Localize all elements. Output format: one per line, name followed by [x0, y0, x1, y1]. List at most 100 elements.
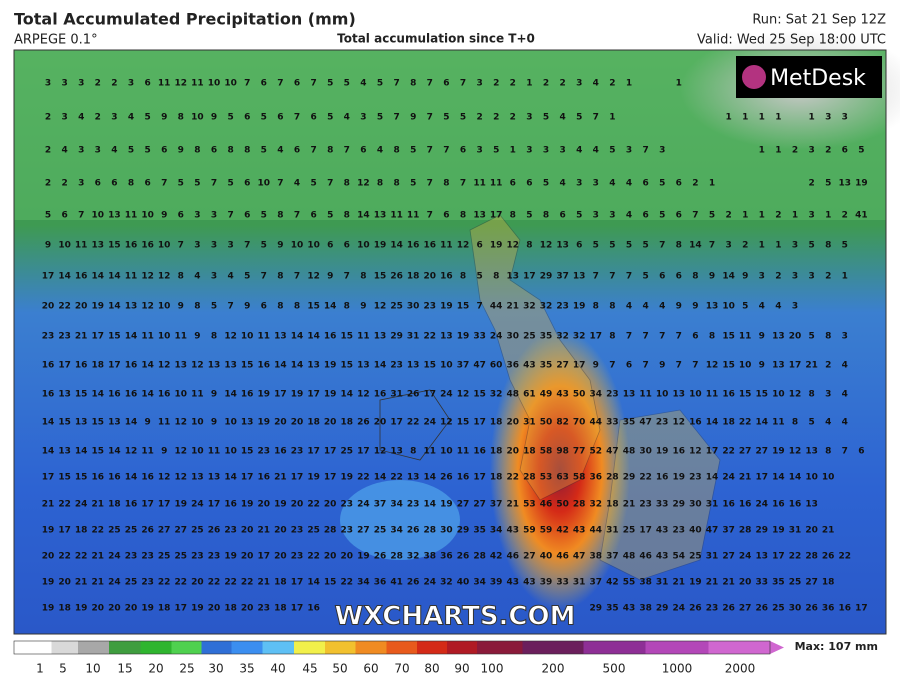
grid-value: 8: [692, 272, 698, 282]
grid-value: 14: [125, 332, 138, 342]
grid-value: 12: [357, 390, 370, 400]
grid-value: 19: [374, 241, 387, 251]
grid-value: 25: [158, 552, 171, 562]
grid-value: 1: [759, 146, 765, 156]
grid-value: 13: [108, 418, 121, 428]
grid-value: 43: [507, 526, 520, 536]
grid-value: 22: [224, 578, 237, 588]
grid-value: 21: [507, 500, 520, 510]
grid-value: 4: [111, 146, 117, 156]
grid-value: 19: [689, 578, 702, 588]
colorbar-swatch: [583, 641, 646, 654]
grid-value: 33: [756, 578, 769, 588]
grid-value: 20: [507, 418, 520, 428]
grid-value: 6: [576, 241, 582, 251]
grid-value: 6: [294, 146, 300, 156]
grid-value: 35: [540, 361, 553, 371]
grid-value: 4: [128, 113, 134, 123]
grid-value: 10: [175, 390, 188, 400]
grid-value: 6: [161, 146, 167, 156]
grid-value: 24: [440, 390, 453, 400]
grid-value: 3: [211, 272, 217, 282]
grid-value: 8: [676, 241, 682, 251]
grid-value: 12: [158, 361, 171, 371]
grid-value: 9: [277, 241, 283, 251]
grid-value: 19: [224, 552, 237, 562]
grid-value: 3: [593, 211, 599, 221]
grid-value: 27: [756, 447, 769, 457]
grid-value: 20: [324, 418, 337, 428]
grid-value: 16: [141, 473, 154, 483]
grid-value: 12: [689, 447, 702, 457]
grid-value: 5: [476, 272, 482, 282]
grid-value: 20: [92, 604, 105, 614]
grid-value: 3: [78, 146, 84, 156]
grid-value: 23: [208, 552, 221, 562]
grid-value: 16: [839, 604, 852, 614]
grid-value: 8: [294, 302, 300, 312]
grid-value: 8: [128, 179, 134, 189]
grid-value: 13: [673, 390, 686, 400]
grid-value: 53: [523, 500, 536, 510]
grid-value: 9: [759, 361, 765, 371]
grid-value: 1: [709, 179, 715, 189]
grid-value: 4: [576, 146, 582, 156]
grid-value: 1: [775, 146, 781, 156]
colorbar-swatch: [417, 641, 447, 654]
grid-value: 43: [523, 361, 536, 371]
colorbar-frame: [13, 640, 771, 655]
grid-value: 1: [775, 113, 781, 123]
grid-value: 22: [722, 447, 735, 457]
grid-value: 6: [676, 272, 682, 282]
grid-value: 2: [825, 361, 831, 371]
grid-value: 20: [208, 604, 221, 614]
grid-value: 9: [593, 361, 599, 371]
grid-value: 25: [341, 447, 354, 457]
grid-value: 16: [374, 390, 387, 400]
grid-value: 14: [108, 447, 121, 457]
grid-value: 38: [424, 552, 437, 562]
grid-value: 25: [623, 526, 636, 536]
grid-value: 1: [759, 241, 765, 251]
grid-value: 7: [261, 272, 267, 282]
grid-value: 36: [507, 361, 520, 371]
grid-value: 13: [706, 302, 719, 312]
grid-value: 14: [374, 361, 387, 371]
grid-value: 9: [161, 211, 167, 221]
grid-value: 24: [75, 500, 88, 510]
colorbar-label: 80: [424, 662, 439, 676]
grid-value: 18: [274, 604, 287, 614]
grid-value: 8: [593, 302, 599, 312]
grid-value: 8: [460, 272, 466, 282]
grid-value: 25: [108, 526, 121, 536]
grid-value: 13: [839, 179, 852, 189]
grid-value: 22: [507, 473, 520, 483]
grid-value: 16: [457, 473, 470, 483]
grid-value: 13: [307, 361, 320, 371]
grid-value: 29: [390, 332, 403, 342]
grid-value: 15: [739, 390, 752, 400]
grid-value: 13: [756, 552, 769, 562]
grid-value: 25: [307, 526, 320, 536]
grid-value: 2: [45, 179, 51, 189]
grid-value: 9: [211, 418, 217, 428]
grid-value: 6: [526, 179, 532, 189]
grid-value: 3: [61, 79, 67, 89]
grid-value: 25: [191, 526, 204, 536]
grid-value: 20: [274, 418, 287, 428]
grid-value: 17: [490, 211, 503, 221]
grid-value: 1: [676, 79, 682, 89]
grid-value: 40: [457, 578, 470, 588]
grid-value: 21: [274, 473, 287, 483]
grid-value: 42: [556, 526, 569, 536]
grid-value: 26: [390, 272, 403, 282]
grid-value: 15: [108, 241, 121, 251]
grid-value: 17: [473, 418, 486, 428]
grid-value: 43: [523, 578, 536, 588]
grid-value: 14: [58, 272, 71, 282]
grid-value: 27: [523, 552, 536, 562]
grid-value: 5: [178, 179, 184, 189]
colorbar-swatch: [14, 641, 52, 654]
grid-value: 28: [805, 552, 818, 562]
grid-value: 3: [194, 211, 200, 221]
